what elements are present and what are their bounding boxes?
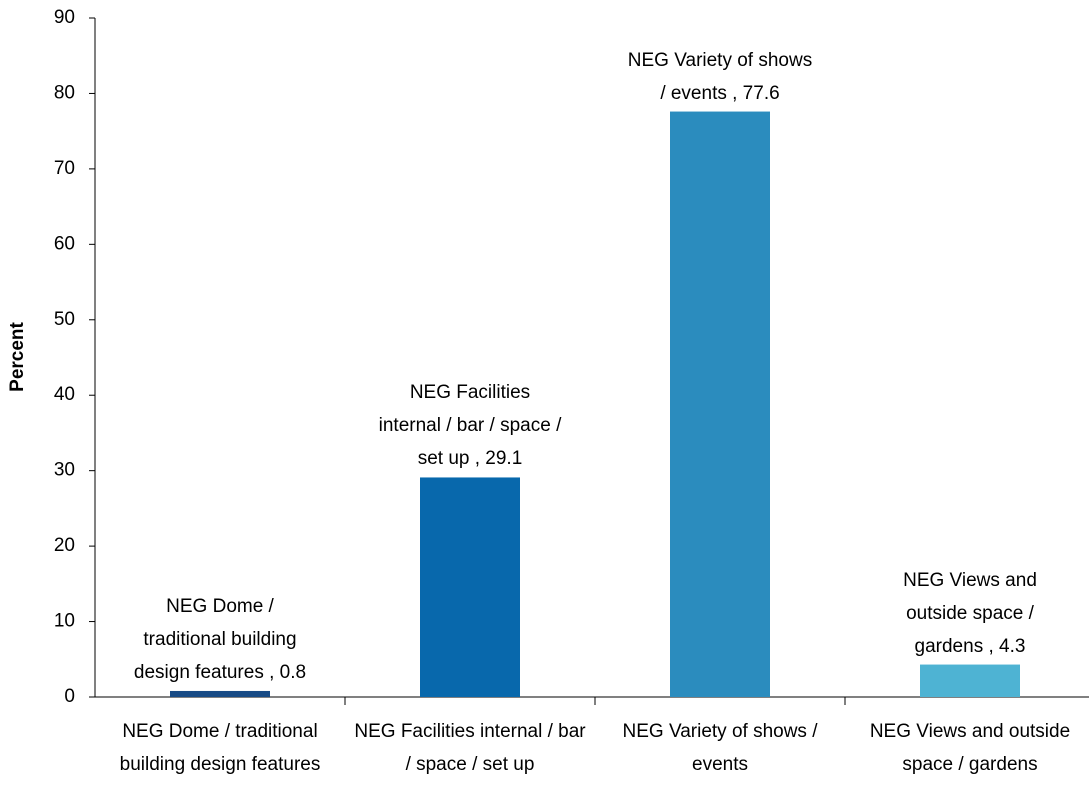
y-axis-label: Percent [7, 321, 28, 391]
x-tick-label: NEG Variety of shows / events [622, 721, 818, 775]
y-tick-label: 0 [64, 686, 75, 707]
y-tick-label: 30 [54, 460, 75, 481]
x-tick-label: NEG Views and outside space / gardens [869, 721, 1071, 775]
data-label: NEG Dome / traditional building design f… [133, 595, 307, 683]
y-tick-label: 10 [54, 611, 75, 632]
y-tick-label: 20 [54, 535, 75, 556]
bar [920, 664, 1020, 697]
data-label: NEG Variety of shows / events , 77.6 [627, 49, 813, 104]
x-tick-label: NEG Facilities internal / bar / space / … [354, 721, 586, 775]
data-label: NEG Views and outside space / gardens , … [903, 569, 1037, 657]
x-tick-label: NEG Dome / traditional building design f… [119, 721, 321, 775]
data-label: NEG Facilities internal / bar / space / … [378, 382, 562, 470]
y-tick-label: 80 [54, 82, 75, 103]
y-tick-label: 50 [54, 309, 75, 330]
y-tick-label: 40 [54, 384, 75, 405]
bar [670, 111, 770, 698]
y-tick-label: 90 [54, 7, 75, 28]
y-tick-label: 70 [54, 158, 75, 179]
y-tick-label: 60 [54, 233, 75, 254]
bar [420, 477, 520, 697]
bar [170, 690, 270, 697]
